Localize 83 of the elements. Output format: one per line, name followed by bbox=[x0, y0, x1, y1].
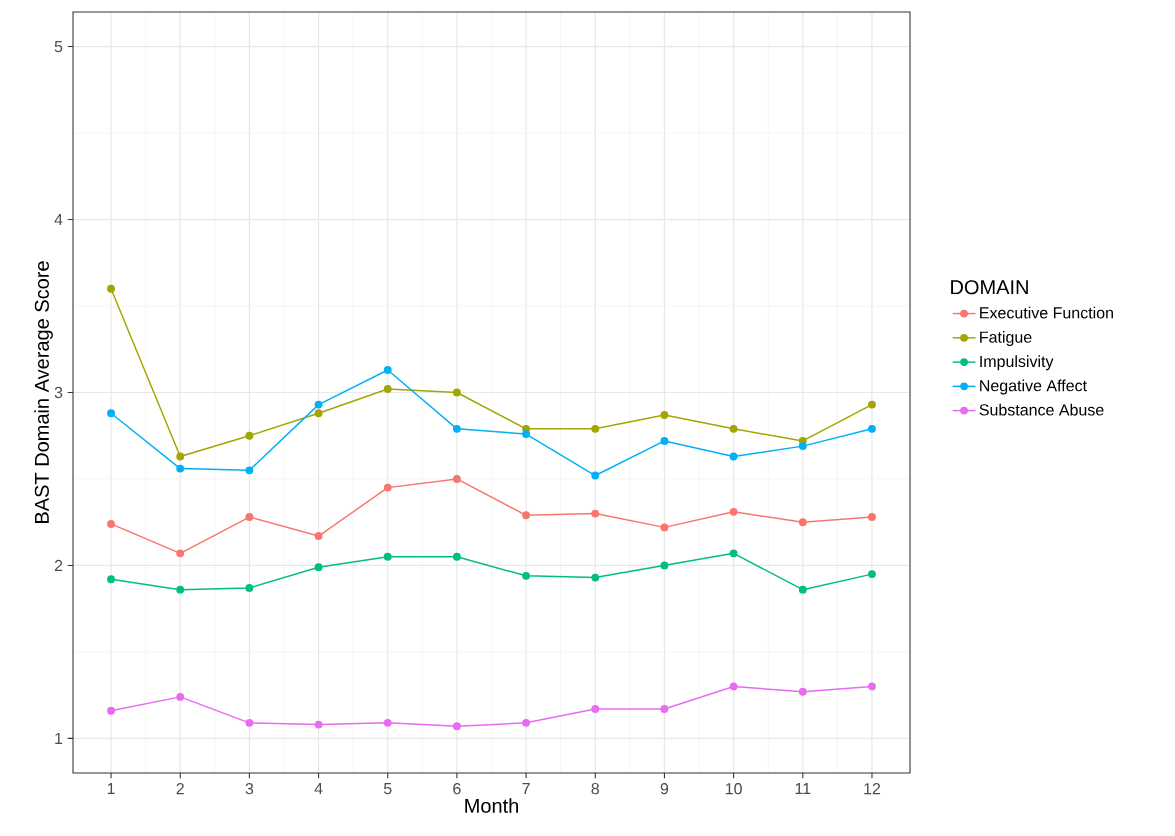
x-tick-label: 11 bbox=[795, 783, 811, 795]
point bbox=[314, 400, 323, 409]
point bbox=[176, 452, 185, 461]
point bbox=[729, 424, 738, 433]
point bbox=[245, 513, 254, 521]
point bbox=[522, 430, 531, 438]
x-tick-label: 3 bbox=[245, 783, 254, 795]
point bbox=[591, 471, 600, 480]
x-tick-label: 10 bbox=[725, 783, 742, 795]
legend-label: Fatigue bbox=[980, 331, 1032, 346]
x-tick-label: 1 bbox=[107, 783, 115, 795]
x-tick-label: 12 bbox=[864, 783, 881, 795]
point bbox=[729, 507, 738, 516]
point bbox=[176, 692, 185, 701]
y-axis-title: BAST Domain Average Score bbox=[34, 261, 53, 523]
point bbox=[383, 366, 392, 374]
point bbox=[591, 573, 600, 582]
point bbox=[522, 571, 531, 580]
point bbox=[107, 284, 115, 293]
point bbox=[798, 442, 807, 451]
y-tick-label: 4 bbox=[54, 214, 63, 226]
x-tick-label: 8 bbox=[591, 783, 600, 795]
point bbox=[868, 682, 876, 691]
y-tick-label: 1 bbox=[55, 732, 63, 744]
point bbox=[452, 722, 461, 731]
x-tick-label: 2 bbox=[176, 783, 184, 795]
x-tick-label: 4 bbox=[314, 783, 323, 795]
point bbox=[383, 483, 392, 492]
point bbox=[383, 718, 392, 727]
point bbox=[314, 532, 323, 540]
point bbox=[729, 549, 738, 558]
legend-label: Substance Abuse bbox=[979, 403, 1104, 416]
point bbox=[868, 424, 876, 433]
point bbox=[660, 411, 669, 419]
point bbox=[176, 585, 185, 594]
point bbox=[107, 706, 115, 715]
point bbox=[314, 563, 323, 572]
point bbox=[868, 570, 876, 579]
point bbox=[591, 509, 600, 518]
point bbox=[868, 400, 876, 409]
point bbox=[245, 431, 254, 440]
point bbox=[729, 452, 738, 461]
point bbox=[798, 585, 807, 594]
point bbox=[522, 718, 531, 727]
point bbox=[383, 552, 392, 561]
y-tick-label: 5 bbox=[54, 41, 63, 53]
point bbox=[798, 687, 807, 696]
point bbox=[729, 682, 738, 691]
legend-label: Impulsivity bbox=[980, 355, 1054, 371]
point bbox=[452, 552, 461, 561]
legend-title: DOMAIN bbox=[951, 280, 1028, 295]
point bbox=[591, 705, 600, 713]
point bbox=[522, 511, 531, 520]
point bbox=[452, 388, 461, 397]
point bbox=[314, 720, 323, 729]
x-tick-label: 9 bbox=[660, 783, 669, 795]
point bbox=[245, 584, 254, 592]
point bbox=[452, 424, 461, 433]
point bbox=[660, 705, 669, 713]
point bbox=[107, 575, 115, 584]
point bbox=[245, 466, 254, 475]
y-tick-label: 3 bbox=[54, 386, 63, 399]
point bbox=[107, 520, 115, 528]
point bbox=[660, 436, 669, 445]
x-axis-title: Month bbox=[465, 798, 518, 813]
point bbox=[314, 409, 323, 418]
x-tick-label: 6 bbox=[453, 783, 461, 795]
point bbox=[245, 718, 254, 727]
point bbox=[868, 513, 876, 521]
point bbox=[383, 385, 392, 393]
point bbox=[107, 409, 115, 418]
x-tick-label: 5 bbox=[383, 783, 392, 795]
legend-label: Negative Affect bbox=[980, 379, 1087, 395]
y-tick-label: 2 bbox=[54, 559, 63, 572]
point bbox=[798, 518, 807, 527]
point bbox=[176, 464, 185, 473]
point bbox=[452, 475, 461, 483]
point bbox=[660, 523, 669, 532]
legend-label: Executive Function bbox=[980, 306, 1113, 319]
point bbox=[591, 424, 600, 433]
x-tick-label: 7 bbox=[522, 783, 530, 795]
point bbox=[176, 549, 185, 558]
point bbox=[660, 561, 669, 570]
